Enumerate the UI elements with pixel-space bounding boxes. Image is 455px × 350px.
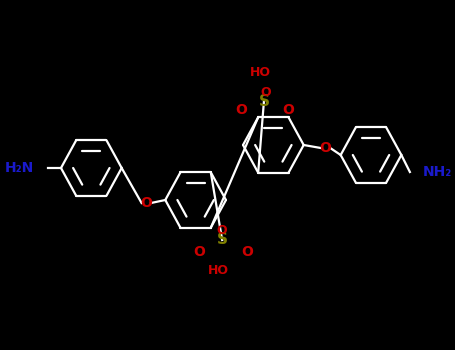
- Text: S: S: [217, 232, 228, 247]
- Text: O: O: [217, 224, 228, 237]
- Text: HO: HO: [250, 66, 271, 79]
- Text: O: O: [241, 245, 253, 259]
- Text: O: O: [319, 141, 331, 155]
- Text: HO: HO: [208, 264, 229, 276]
- Text: O: O: [283, 103, 294, 117]
- Text: O: O: [141, 196, 152, 210]
- Text: NH₂: NH₂: [423, 165, 452, 179]
- Text: O: O: [235, 103, 247, 117]
- Text: O: O: [193, 245, 205, 259]
- Text: S: S: [258, 94, 269, 110]
- Text: H₂N: H₂N: [5, 161, 35, 175]
- Text: O: O: [260, 85, 271, 98]
